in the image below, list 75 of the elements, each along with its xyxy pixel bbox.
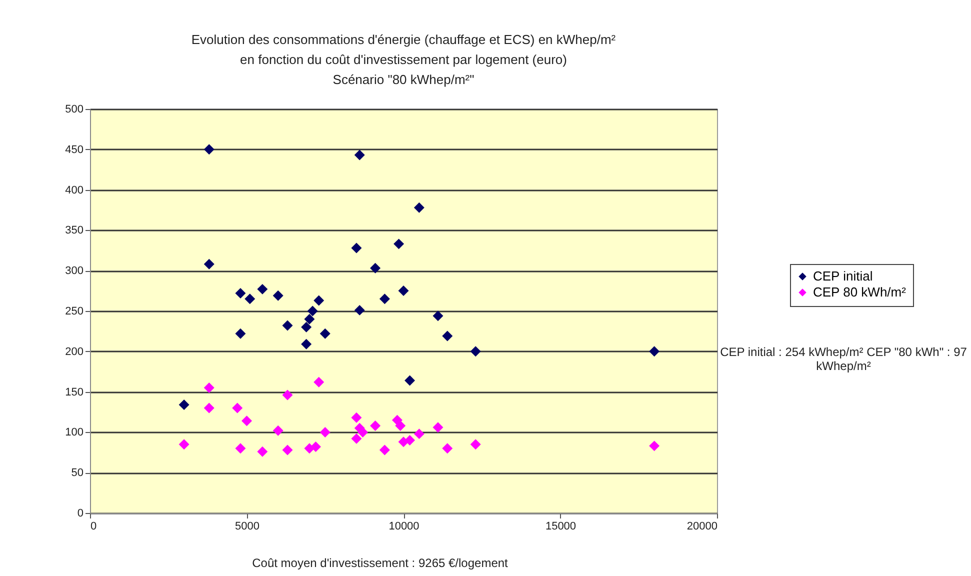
point [314, 376, 324, 388]
point [351, 242, 362, 254]
point [432, 422, 444, 433]
point [470, 346, 481, 357]
x-tick-label: 5000 [235, 520, 260, 532]
text: Coût moyen d'investissement : 9265 €/logement [251, 556, 509, 570]
point [257, 284, 268, 294]
point [257, 446, 268, 457]
y-tick-label: 300 [65, 265, 84, 278]
point [314, 295, 324, 306]
point [354, 304, 365, 316]
point [432, 310, 444, 322]
point [414, 202, 424, 213]
point [272, 290, 284, 301]
point [307, 306, 318, 316]
text: Evolution des consommations d'énergie (chauffage et ECS) en kWhep/m² [191, 32, 616, 47]
point [178, 399, 190, 410]
point [204, 144, 214, 155]
point [310, 442, 321, 452]
point [242, 416, 252, 426]
point [414, 428, 424, 440]
point [272, 425, 284, 436]
y-tick-label: 100 [65, 426, 84, 439]
y-tick-label: 150 [65, 386, 84, 398]
legend-label: CEP 80 kWh/m² [813, 284, 907, 300]
y-tick-label: 350 [65, 224, 84, 237]
point [379, 294, 390, 304]
text: en fonction du coût d'investissement par logement (euro) [240, 52, 567, 67]
point [470, 439, 481, 450]
point [320, 328, 330, 339]
x-tick-label: 20000 [686, 520, 718, 532]
point [370, 420, 381, 431]
point [394, 238, 404, 250]
y-tick-label: 50 [71, 467, 84, 480]
point [379, 444, 390, 456]
x-tick-label: 15000 [545, 520, 576, 532]
point [282, 320, 293, 331]
point [398, 286, 409, 296]
point [178, 439, 190, 450]
point [204, 402, 214, 414]
point [370, 262, 381, 274]
y-tick-label: 400 [65, 184, 84, 196]
y-tick-label: 500 [65, 104, 84, 116]
y-tick-label: 450 [65, 144, 84, 156]
point [351, 433, 362, 444]
y-tick-label: 200 [65, 346, 84, 358]
point [244, 294, 256, 304]
point [398, 436, 409, 448]
text: CEP initial : 254 kWhep/m² CEP "80 kWh" : 97 kWhep/m² [719, 345, 968, 373]
y-tick-label: 0 [77, 508, 84, 520]
legend-label: CEP initial [813, 268, 873, 284]
x-tick-label: 0 [90, 520, 97, 532]
point [304, 314, 315, 324]
point [442, 443, 453, 454]
point [649, 346, 660, 357]
y-tick-label: 250 [65, 306, 84, 318]
point [301, 322, 312, 332]
point [395, 420, 406, 431]
point [235, 443, 246, 454]
point [351, 412, 362, 423]
point [404, 375, 416, 386]
point [282, 444, 293, 456]
point [232, 402, 243, 414]
x-tick-label: 10000 [388, 520, 420, 532]
point [282, 390, 293, 400]
point [235, 288, 246, 298]
point [320, 426, 330, 438]
point [301, 338, 312, 350]
point [204, 382, 214, 394]
point [442, 330, 453, 342]
point [204, 258, 214, 270]
point [235, 328, 246, 339]
point [649, 440, 660, 452]
text: Scénario "80 kWhep/m²" [332, 72, 474, 87]
point [354, 150, 365, 160]
